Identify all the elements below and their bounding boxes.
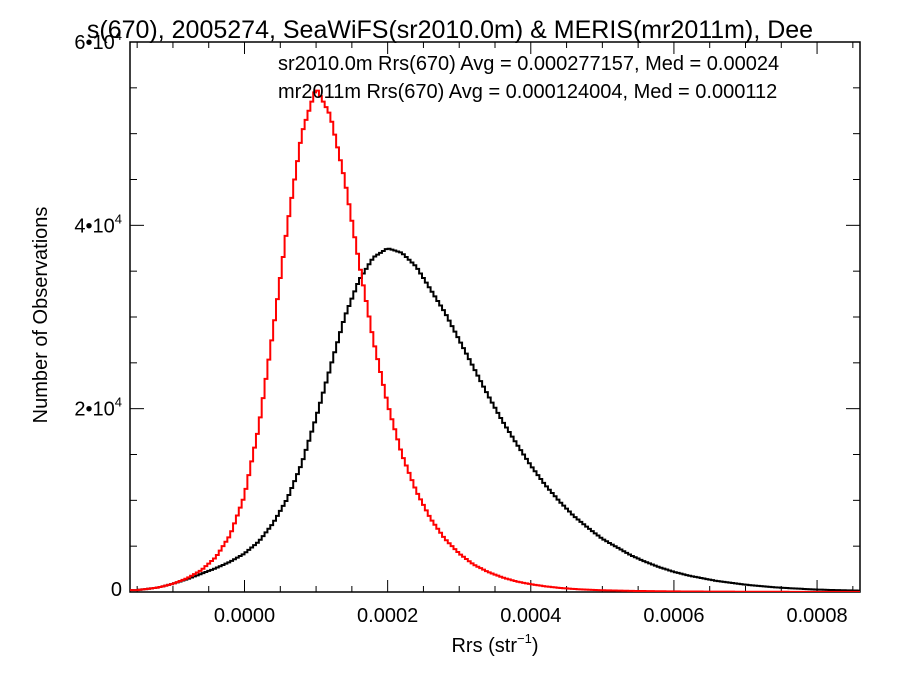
plot-area: 0.0000 0.0002 0.0004 0.0006 0.0008 0 2•104 4•10… (74, 28, 861, 627)
legend-entry-sr2010: sr2010.0m Rrs(670) Avg = 0.000277157, Me… (278, 53, 779, 75)
x-axis-label: Rrs (str−1) (451, 631, 538, 657)
chart-title: s(670), 2005274, SeaWiFS(sr2010.0m) & ME… (87, 16, 813, 44)
legend: sr2010.0m Rrs(670) Avg = 0.000277157, Me… (278, 53, 779, 103)
y-axis-label: Number of Observations (30, 207, 52, 424)
series-line-sr2010.0m (130, 247, 860, 592)
x-axis-label-superscript: −1 (517, 631, 532, 646)
x-tick-label: 0.0000 (214, 605, 275, 627)
x-tick-label: 0.0002 (357, 605, 418, 627)
x-tick-label: 0.0008 (786, 605, 847, 627)
y-tick-label: 4•104 (74, 211, 122, 237)
x-axis-label-close: ) (532, 635, 539, 657)
legend-entry-mr2011: mr2011m Rrs(670) Avg = 0.000124004, Med … (278, 81, 777, 103)
x-tick-label: 0.0004 (500, 605, 561, 627)
y-tick-label: 0 (111, 579, 122, 601)
series-line-mr2011m (130, 89, 860, 592)
y-tick-label: 6•104 (74, 28, 122, 54)
x-tick-label: 0.0006 (643, 605, 704, 627)
y-tick-label: 2•104 (74, 395, 122, 421)
